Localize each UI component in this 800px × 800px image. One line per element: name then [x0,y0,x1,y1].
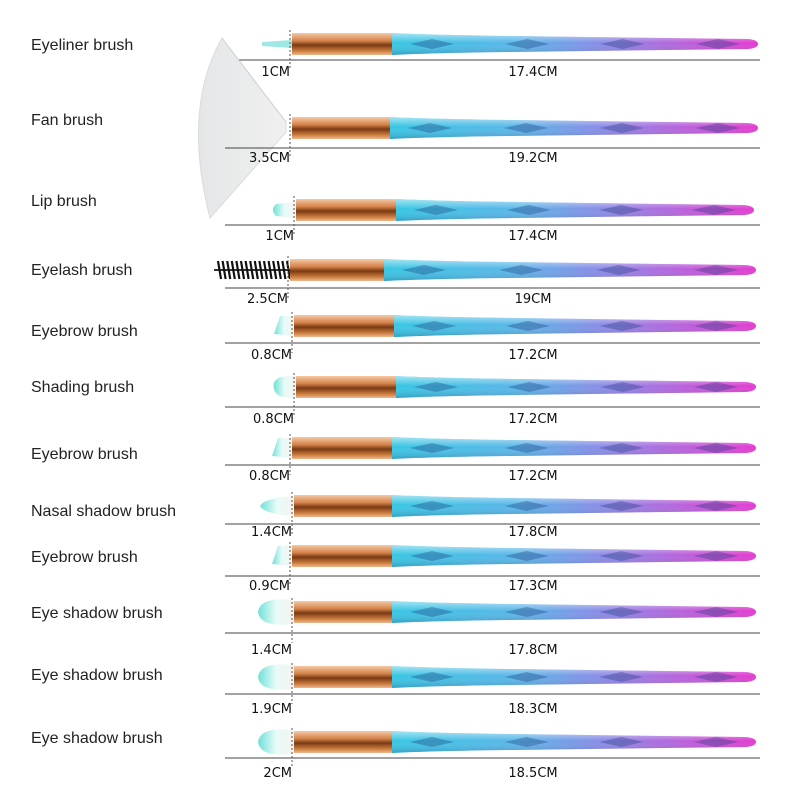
brush-name-label: Eyebrow brush [31,446,138,463]
ferrule [292,437,392,459]
handle-length-label: 17.3CM [508,579,558,594]
brush-6 [225,373,760,417]
head-length-label: 3.5CM [249,151,290,166]
handle-length-label: 17.2CM [508,412,558,427]
ferrule [292,545,392,567]
brush-12 [225,728,760,768]
brush-1 [225,30,760,70]
head-length-label: 1.4CM [251,643,292,658]
flat-bristles [258,599,294,625]
ferrule [292,117,390,139]
angled-bristles [272,546,292,566]
brush-name-label: Eyelash brush [31,262,133,279]
brush-11 [225,663,760,704]
head-length-label: 1.9CM [251,702,292,717]
handle-length-label: 17.8CM [508,525,558,540]
ferrule [290,259,384,281]
head-length-label: 2.5CM [247,292,288,307]
handle-length-label: 19.2CM [508,151,558,166]
handle-length-label: 17.4CM [508,65,558,80]
ferrule [294,315,394,337]
brush-name-label: Lip brush [31,193,97,210]
brush-3 [225,196,760,235]
handle-length-label: 18.5CM [508,766,558,781]
brush-name-label: Fan brush [31,112,104,129]
tapered-bristles [260,496,294,516]
brush-name-label: Eyebrow brush [31,549,138,566]
brush-name-label: Shading brush [31,379,135,396]
round-bristles [273,375,296,399]
brush-name-label: Eye shadow brush [31,730,163,747]
head-length-label: 1CM [265,229,294,244]
head-length-label: 1CM [261,65,290,80]
brush-7 [225,434,760,475]
brush-name-label: Nasal shadow brush [31,503,176,520]
brush-8 [225,492,760,534]
angled-bristles [274,316,294,336]
ferrule [296,376,396,398]
handle-length-label: 17.2CM [508,469,558,484]
ferrule [294,666,392,688]
handle-length-label: 18.3CM [508,702,558,717]
head-length-label: 1.4CM [251,525,292,540]
handle-length-label: 17.4CM [508,229,558,244]
flat-bristles [258,664,294,690]
head-length-label: 2CM [263,766,292,781]
ferrule [296,199,396,221]
brush-5 [225,312,760,353]
handle-length-label: 17.8CM [508,643,558,658]
ferrule [292,33,392,55]
handle-length-label: 17.2CM [508,348,558,363]
ferrule [294,495,392,517]
brush-name-label: Eyeliner brush [31,37,134,54]
flat-bristles [258,729,294,755]
brush-10 [225,598,760,643]
head-length-label: 0.8CM [249,469,290,484]
angled-bristles [272,438,292,458]
handle-length-label: 19CM [514,292,552,307]
head-length-label: 0.8CM [251,348,292,363]
fan-bristles [197,37,287,220]
brush-2 [197,37,760,220]
lip-bristles [273,202,296,218]
head-length-label: 0.9CM [249,579,290,594]
ferrule [294,601,392,623]
head-length-label: 0.8CM [253,412,294,427]
brush-9 [225,542,760,586]
eyeliner-bristles [262,40,292,48]
brush-4 [214,256,760,298]
ferrule [294,731,392,753]
brush-name-label: Eye shadow brush [31,605,163,622]
brush-name-label: Eyebrow brush [31,323,138,340]
brush-name-label: Eye shadow brush [31,667,163,684]
